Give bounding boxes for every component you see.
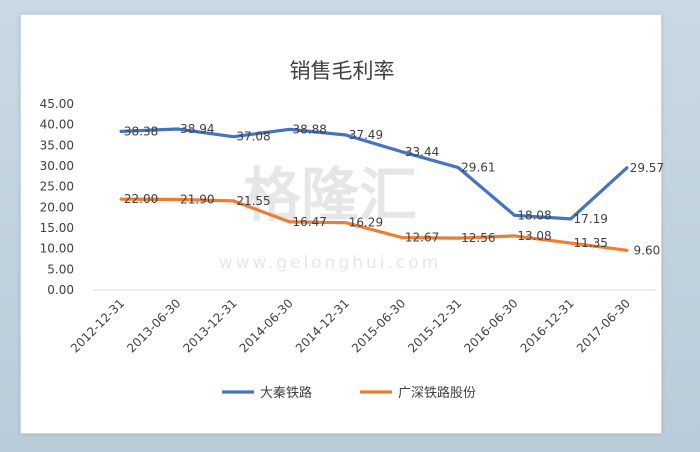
data-label: 22.00 — [124, 192, 158, 206]
x-axis: 2012-12-312013-06-302013-12-312014-06-30… — [68, 289, 655, 355]
x-tick-label: 2015-12-31 — [405, 296, 464, 355]
y-tick-label: 35.00 — [40, 138, 74, 152]
x-tick-label: 2017-06-30 — [574, 296, 633, 355]
x-tick-label: 2016-12-31 — [518, 296, 577, 355]
x-tick-label: 2012-12-31 — [68, 296, 127, 355]
legend-label-1: 广深铁路股份 — [398, 385, 476, 401]
data-label: 29.61 — [461, 161, 495, 175]
data-label: 12.56 — [461, 231, 495, 245]
series-line-1 — [119, 197, 629, 252]
y-axis: 0.00 5.00 10.00 15.00 20.00 25.00 30.00 35.00 40… — [40, 97, 74, 297]
data-label: 13.08 — [517, 229, 551, 243]
chart-title: 销售毛利率 — [290, 59, 395, 83]
watermark-logo-text: 格隆汇 — [243, 161, 417, 229]
data-label: 11.35 — [574, 236, 608, 250]
y-tick-label: 15.00 — [40, 221, 74, 235]
y-tick-label: 5.00 — [47, 262, 74, 276]
x-tick-label: 2013-06-30 — [124, 296, 183, 355]
x-tick-label: 2014-12-31 — [293, 296, 352, 355]
watermark-url: www.gelonghui.com — [219, 253, 441, 273]
watermark: 格隆汇 www.gelonghui.com — [219, 161, 441, 273]
y-tick-label: 20.00 — [40, 200, 74, 214]
y-tick-label: 30.00 — [40, 159, 74, 173]
data-label: 9.60 — [634, 243, 661, 257]
x-tick-label: 2014-06-30 — [237, 296, 296, 355]
y-tick-label: 40.00 — [40, 118, 74, 132]
series-layer — [119, 127, 629, 252]
data-label: 33.44 — [405, 145, 439, 159]
data-label: 21.90 — [180, 192, 214, 206]
y-tick-label: 45.00 — [40, 97, 74, 111]
legend-label-0: 大秦铁路 — [260, 385, 312, 401]
data-label: 37.49 — [349, 128, 383, 142]
data-label: 37.08 — [236, 130, 270, 144]
data-label: 18.08 — [517, 208, 551, 222]
data-label: 21.55 — [236, 194, 270, 208]
x-tick-label: 2016-06-30 — [461, 296, 520, 355]
series-line-0 — [119, 127, 629, 221]
x-tick-label: 2013-12-31 — [180, 296, 239, 355]
data-label: 16.29 — [349, 216, 383, 230]
legend: 大秦铁路 广深铁路股份 — [222, 385, 476, 401]
data-label: 38.94 — [180, 122, 214, 136]
x-tick-label: 2015-06-30 — [349, 296, 408, 355]
data-label: 12.67 — [405, 231, 439, 245]
data-label: 38.38 — [124, 124, 158, 138]
data-label: 38.88 — [293, 122, 327, 136]
y-tick-label: 0.00 — [47, 283, 74, 297]
data-label: 16.47 — [293, 215, 327, 229]
y-tick-label: 10.00 — [40, 242, 74, 256]
data-labels: 38.38 38.94 37.08 38.88 37.49 33.44 29.61 18.08… — [124, 122, 664, 257]
y-tick-label: 25.00 — [40, 180, 74, 194]
data-label: 17.19 — [574, 212, 608, 226]
data-label: 29.57 — [630, 161, 664, 175]
